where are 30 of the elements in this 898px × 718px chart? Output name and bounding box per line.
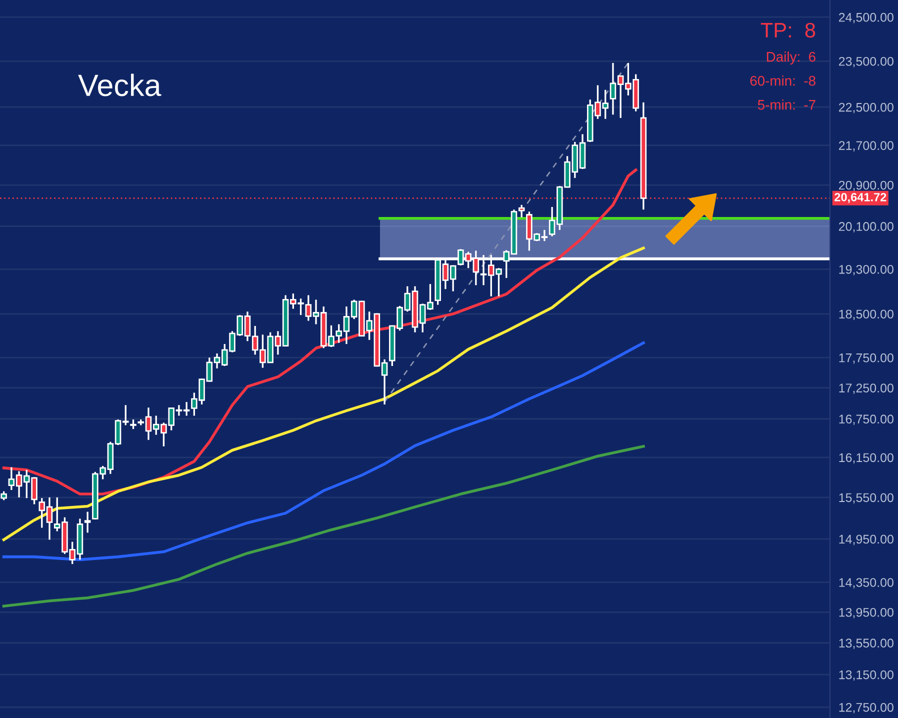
y-tick-label: 20,900.00 — [838, 180, 894, 192]
y-tick-label: 17,750.00 — [839, 353, 894, 364]
line-series — [2, 444, 645, 608]
y-tick-label: 17,250.00 — [839, 384, 894, 394]
y-tick-label: 20,100.00 — [838, 222, 894, 232]
annotation: 60-min: -8 — [750, 76, 816, 86]
y-tick-label: 14,350.00 — [839, 578, 894, 588]
y-tick-label: 12,750.00 — [839, 702, 894, 714]
candlestick — [84, 510, 91, 534]
annotation: Daily: 6 — [766, 52, 816, 64]
y-tick-label: 13,550.00 — [839, 638, 894, 650]
line-series — [2, 246, 645, 542]
annotation: TP: 8 — [760, 22, 816, 38]
line-series — [2, 341, 645, 562]
y-tick-label: 18,500.00 — [839, 310, 894, 320]
y-tick-label: 16,750.00 — [839, 414, 894, 426]
y-tick-label: 14,950.00 — [839, 534, 894, 546]
annotation: 5-min: -7 — [758, 100, 816, 110]
y-tick-label: 13,150.00 — [839, 670, 894, 681]
y-tick-label: 19,300.00 — [839, 264, 894, 276]
text: Vecka — [78, 74, 162, 96]
y-tick-label: 15,550.00 — [839, 493, 894, 504]
y-tick-label: 22,500.00 — [838, 102, 894, 114]
y-tick-label: 16,150.00 — [839, 453, 894, 464]
y-tick-label: 13,950.00 — [839, 608, 894, 618]
ref-line-label: 20,641.72 — [834, 192, 886, 204]
candlestick — [130, 418, 136, 430]
y-tick-label: 23,500.00 — [838, 56, 894, 68]
y-tick-label: 21,700.00 — [838, 141, 894, 152]
y-tick-label: 24,500.00 — [838, 12, 894, 24]
